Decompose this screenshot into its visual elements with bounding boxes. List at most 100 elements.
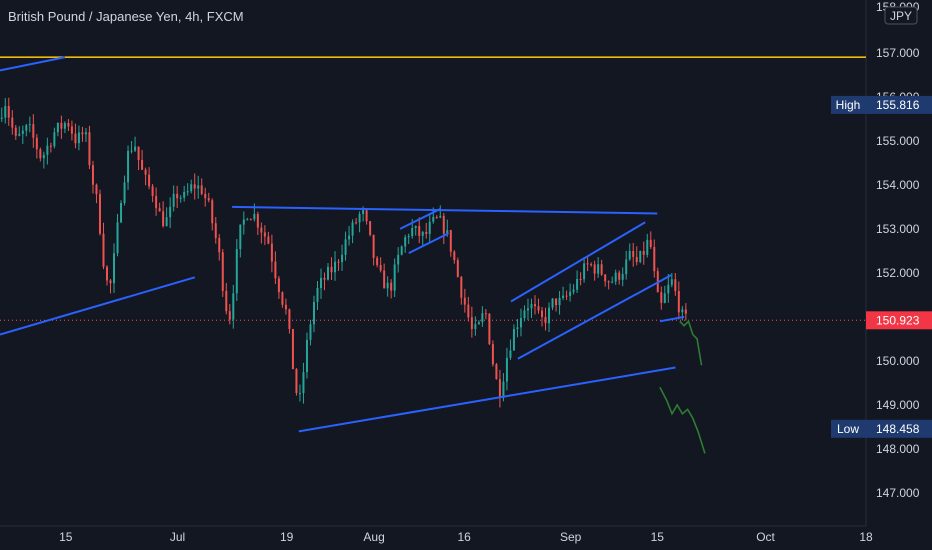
candle-body: [341, 254, 344, 263]
candle-body: [25, 125, 28, 131]
candle-body: [418, 225, 421, 236]
candle-body: [530, 304, 533, 309]
candle-body: [158, 208, 161, 212]
candle-body: [667, 284, 670, 294]
candle-body: [183, 191, 186, 198]
candle-body: [155, 196, 158, 209]
projection-path-secondary[interactable]: [659, 386, 706, 454]
candle-body: [74, 133, 77, 144]
candle-body: [365, 210, 368, 222]
candle-body: [607, 281, 610, 283]
candle-body: [593, 264, 596, 274]
candle-body: [576, 278, 579, 290]
candle-body: [28, 124, 31, 126]
candle-body: [190, 184, 193, 192]
candle-body: [446, 230, 449, 234]
candle-body: [141, 160, 144, 170]
candle-body: [502, 381, 505, 398]
candle-body: [179, 197, 182, 199]
candle-body: [551, 298, 554, 308]
candle-body: [134, 146, 137, 151]
candle-body: [323, 277, 326, 280]
candle-body: [653, 246, 656, 272]
candle-body: [611, 281, 614, 283]
trendline-channel-close[interactable]: [659, 315, 685, 323]
candle-body: [537, 306, 540, 311]
candle-body: [274, 261, 277, 279]
candle-body: [351, 222, 354, 236]
candle-body: [81, 132, 84, 135]
candle-body: [56, 122, 59, 133]
candle-body: [267, 236, 270, 244]
projection-path[interactable]: [679, 319, 703, 366]
y-tick-label: 152.000: [876, 266, 920, 280]
y-tick-label: 149.000: [876, 398, 920, 412]
candle-body: [488, 313, 491, 345]
candle-body: [649, 239, 652, 247]
candle-body: [207, 198, 210, 201]
candle-body: [270, 243, 273, 262]
candle-body: [544, 317, 547, 324]
trendline-flag-lower[interactable]: [408, 232, 450, 254]
x-tick-label: 18: [859, 530, 873, 544]
low-tag: [831, 419, 866, 438]
candle-body: [393, 264, 396, 291]
candle-body: [372, 234, 375, 258]
candle-body: [597, 264, 600, 274]
candle-body: [519, 318, 522, 328]
candle-body: [263, 232, 266, 237]
trendline-range-bottom[interactable]: [298, 366, 676, 433]
candle-body: [516, 327, 519, 330]
candle-body: [355, 222, 358, 224]
candle-body: [232, 293, 235, 320]
trendline-support-upper-left[interactable]: [0, 56, 66, 72]
trendline-flag-upper[interactable]: [399, 208, 441, 230]
candle-body: [151, 186, 154, 197]
candle-body: [246, 219, 249, 221]
candle-body: [526, 308, 529, 311]
candle-body: [35, 137, 38, 150]
candle-body: [312, 301, 315, 325]
candle-body: [383, 270, 386, 289]
trendline-range-top[interactable]: [232, 205, 658, 215]
candle-body: [21, 130, 24, 134]
candle-body: [449, 230, 452, 252]
candle-body: [348, 235, 351, 240]
candle-body: [642, 250, 645, 255]
candle-body: [460, 276, 463, 298]
candle-body: [200, 185, 203, 194]
x-tick-label: Oct: [756, 530, 775, 544]
candle-body: [684, 309, 687, 314]
y-tick-label: 147.000: [876, 486, 920, 500]
trendline-channel-lower[interactable]: [517, 274, 672, 360]
candle-body: [344, 239, 347, 255]
candle-body: [88, 132, 91, 166]
currency-badge[interactable]: [884, 6, 918, 25]
candle-body: [509, 350, 512, 358]
candle-body: [70, 126, 73, 134]
trendline-support-left[interactable]: [0, 276, 196, 336]
x-tick-label: Aug: [363, 530, 384, 544]
candle-body: [214, 223, 217, 239]
candle-body: [337, 261, 340, 263]
candle-body: [225, 290, 228, 312]
high-value: 155.816: [876, 98, 920, 112]
x-tick-label: Jul: [170, 530, 185, 544]
candle-body: [414, 225, 417, 229]
y-tick-label: 157.000: [876, 46, 920, 60]
y-tick-label: 153.000: [876, 222, 920, 236]
candle-body: [628, 250, 631, 260]
candle-body: [407, 236, 410, 238]
x-tick-label: 19: [280, 530, 294, 544]
candle-body: [376, 257, 379, 265]
x-tick-label: Sep: [560, 530, 582, 544]
candle-body: [614, 272, 617, 282]
candle-body: [11, 117, 14, 128]
candle-body: [197, 185, 200, 189]
candle-body: [116, 222, 119, 254]
candle-body: [60, 122, 63, 129]
trendline-channel-upper[interactable]: [510, 221, 646, 303]
chart-title: British Pound / Japanese Yen, 4h, FXCM: [8, 9, 244, 24]
